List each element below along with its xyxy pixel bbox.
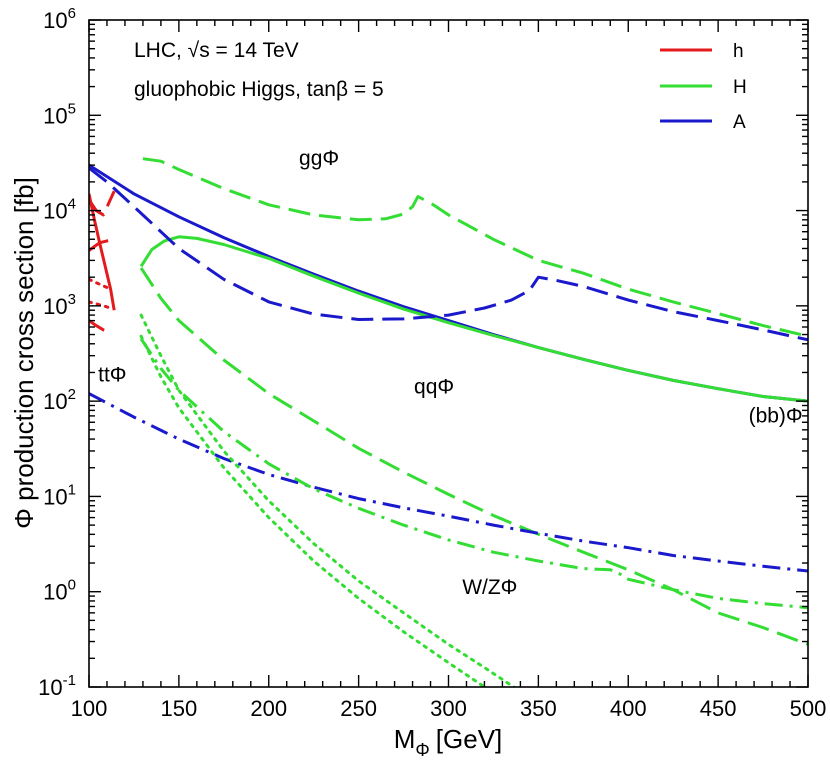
y-tick-label: 10-1 (38, 672, 76, 700)
y-axis-label: Φ production cross section [fb] (9, 177, 39, 529)
series-h-gg-line-1 (89, 190, 116, 217)
series-h-wz-line-5 (89, 300, 113, 310)
series-layer (89, 157, 808, 687)
y-tick-label: 105 (43, 100, 76, 128)
x-tick-label: 150 (161, 696, 198, 721)
series-H-gg-line-8 (142, 157, 808, 338)
legend-label-H: H (733, 77, 747, 98)
series-H-bb-line-7 (139, 235, 808, 403)
annotation-label: W/ZΦ (462, 576, 517, 599)
x-tick-label: 250 (340, 696, 377, 721)
series-H-wz-line-14 (139, 334, 486, 687)
x-tick-label: 200 (250, 696, 287, 721)
y-tick-label: 100 (43, 577, 76, 605)
y-tick-label: 101 (43, 481, 76, 509)
x-axis-label: MΦ [GeV] (394, 724, 503, 760)
x-tick-label: 100 (71, 696, 108, 721)
x-tick-label: 450 (700, 696, 737, 721)
series-H-wz-line-13 (139, 313, 517, 687)
y-tick-label: 104 (43, 196, 76, 224)
y-tick-label: 106 (43, 5, 76, 33)
x-axis-label-unit: [GeV] (436, 724, 502, 754)
header-line-1: LHC, √s = 14 TeV (134, 39, 299, 62)
annotation-label: qqΦ (414, 376, 454, 399)
x-axis-label-sub: Φ (415, 740, 429, 760)
series-H-tt-line-12 (139, 338, 808, 610)
series-h-tt-line-3 (89, 319, 112, 335)
y-tick-label: 103 (43, 291, 76, 319)
annotation-label: (bb)Φ (749, 404, 803, 427)
legend-label-h: h (733, 41, 744, 62)
legend-label-A: A (733, 112, 746, 133)
legend: h H A (660, 41, 747, 133)
x-tick-label: 350 (520, 696, 557, 721)
x-tick-label: 500 (790, 696, 827, 721)
y-tick-label: 102 (43, 386, 76, 414)
series-h-wz-line-4 (89, 277, 113, 291)
series-A-gg-line-9 (89, 166, 808, 342)
header-line-2: gluophobic Higgs, tanβ = 5 (134, 78, 384, 101)
x-tick-label: 400 (610, 696, 647, 721)
series-A-tt-line-11 (89, 392, 808, 573)
annotation-label: ttΦ (98, 364, 126, 387)
x-axis-label-main: M (394, 724, 416, 754)
series-A-bb-line-6 (89, 163, 808, 403)
ticks-layer (88, 19, 809, 688)
annotation-label: ggΦ (299, 147, 339, 170)
labels-layer: 100 150 200 250 300 350 400 450 50010-1100101102… (38, 5, 826, 721)
x-tick-label: 300 (430, 696, 467, 721)
series-H-qq-line-10 (139, 267, 808, 646)
